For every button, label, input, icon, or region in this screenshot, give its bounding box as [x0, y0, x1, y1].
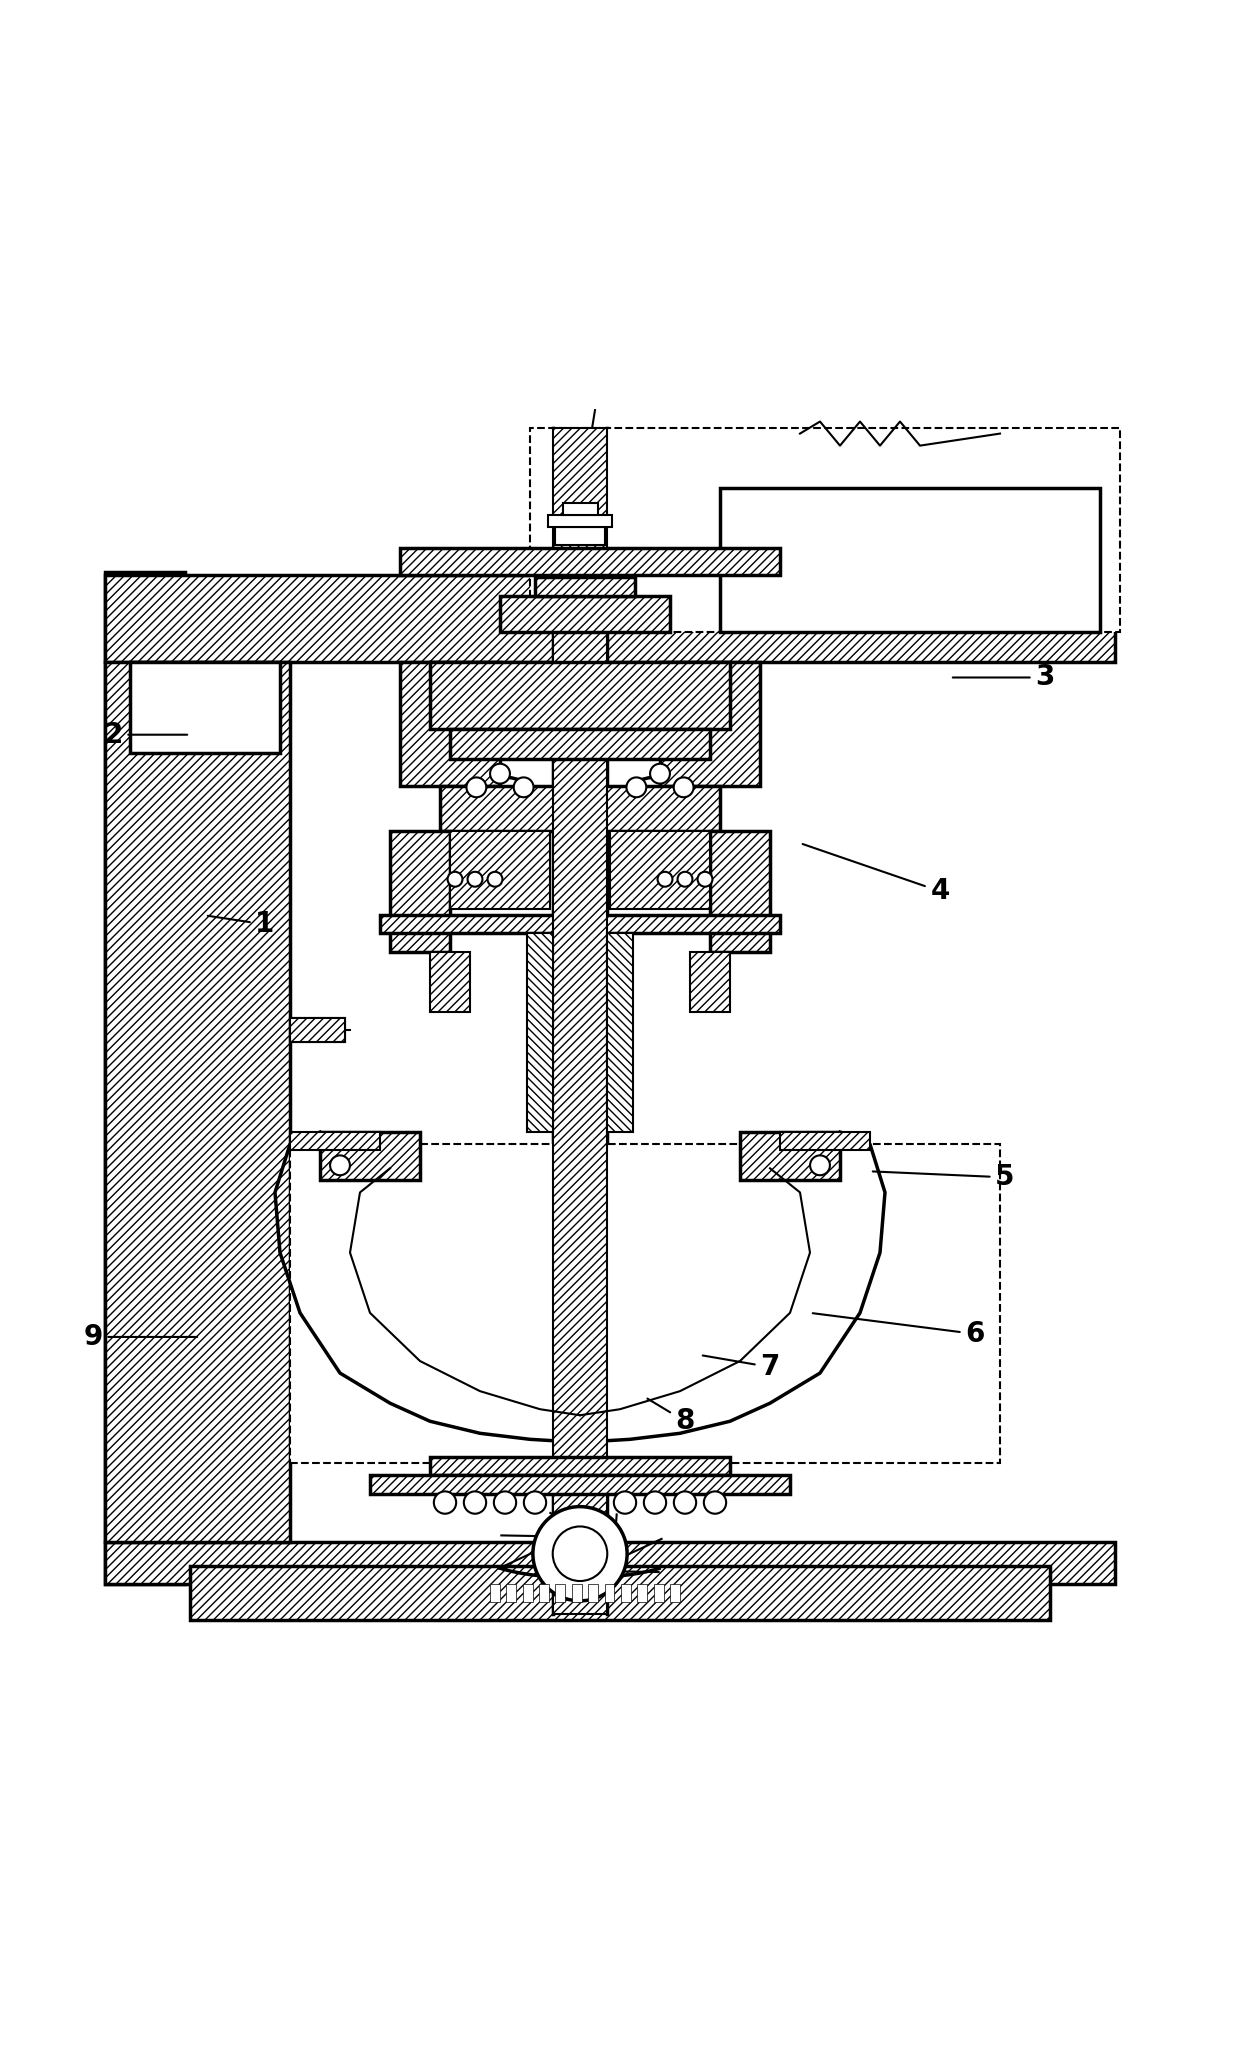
Bar [637, 1583, 647, 1602]
Circle shape [533, 1507, 627, 1600]
Bar [527, 933, 553, 1132]
Circle shape [523, 1491, 546, 1513]
Bar [780, 1132, 870, 1151]
Bar [621, 1583, 631, 1602]
Bar [653, 1583, 663, 1602]
Text: 4: 4 [802, 844, 950, 906]
Bar [401, 548, 780, 574]
Bar [430, 951, 470, 1011]
Bar [506, 1583, 516, 1602]
Bar [740, 1132, 839, 1180]
Circle shape [677, 871, 692, 887]
Circle shape [513, 778, 533, 797]
Bar [105, 574, 1115, 663]
Circle shape [464, 1491, 486, 1513]
Bar [556, 1583, 565, 1602]
Bar [190, 1565, 1050, 1620]
Bar [105, 663, 290, 1542]
Bar [290, 1132, 379, 1151]
Bar [534, 577, 635, 597]
Bar [605, 1583, 615, 1602]
Bar [430, 1458, 730, 1476]
Circle shape [553, 1526, 608, 1581]
Circle shape [330, 1155, 350, 1176]
Circle shape [698, 871, 713, 887]
Circle shape [650, 764, 670, 784]
Bar [563, 502, 598, 515]
Bar [290, 1145, 999, 1464]
Text: 1: 1 [208, 910, 274, 939]
Text: 9: 9 [83, 1324, 197, 1351]
Bar [572, 1583, 582, 1602]
Bar [290, 1017, 345, 1042]
Text: 8: 8 [647, 1398, 694, 1435]
Circle shape [487, 871, 502, 887]
Bar [608, 933, 632, 1132]
Bar [440, 787, 720, 832]
Bar [553, 428, 608, 1614]
Bar [450, 832, 551, 910]
Bar [490, 1583, 500, 1602]
Bar [720, 488, 1100, 632]
Bar [529, 428, 1120, 632]
Bar [588, 1583, 598, 1602]
Bar [660, 663, 760, 787]
Circle shape [614, 1491, 636, 1513]
Circle shape [494, 1491, 516, 1513]
Text: 7: 7 [703, 1353, 780, 1382]
Circle shape [673, 778, 693, 797]
Bar [130, 663, 280, 754]
Bar [401, 663, 500, 787]
Bar [556, 527, 605, 546]
Circle shape [644, 1491, 666, 1513]
Bar [370, 1476, 790, 1493]
Bar [670, 1583, 680, 1602]
Circle shape [466, 778, 486, 797]
Bar [610, 832, 711, 910]
Bar [689, 951, 730, 1011]
Bar [450, 729, 711, 760]
Bar [379, 916, 780, 933]
Bar [105, 1542, 1115, 1583]
Circle shape [657, 871, 672, 887]
Circle shape [467, 871, 482, 887]
Bar [500, 597, 670, 632]
Bar [548, 515, 613, 527]
Text: 5: 5 [873, 1163, 1014, 1192]
Circle shape [673, 1491, 696, 1513]
Text: 3: 3 [952, 663, 1055, 692]
Bar [711, 832, 770, 951]
Text: 6: 6 [812, 1314, 985, 1349]
Circle shape [626, 778, 646, 797]
Bar [105, 572, 185, 1583]
Circle shape [810, 1155, 830, 1176]
Circle shape [448, 871, 463, 887]
Bar [539, 1583, 549, 1602]
Circle shape [704, 1491, 727, 1513]
Bar [430, 663, 730, 729]
Bar [290, 1017, 345, 1042]
Bar [320, 1132, 420, 1180]
Bar [523, 1583, 533, 1602]
Text: 2: 2 [103, 721, 187, 749]
Circle shape [434, 1491, 456, 1513]
Bar [391, 832, 450, 951]
Circle shape [490, 764, 510, 784]
